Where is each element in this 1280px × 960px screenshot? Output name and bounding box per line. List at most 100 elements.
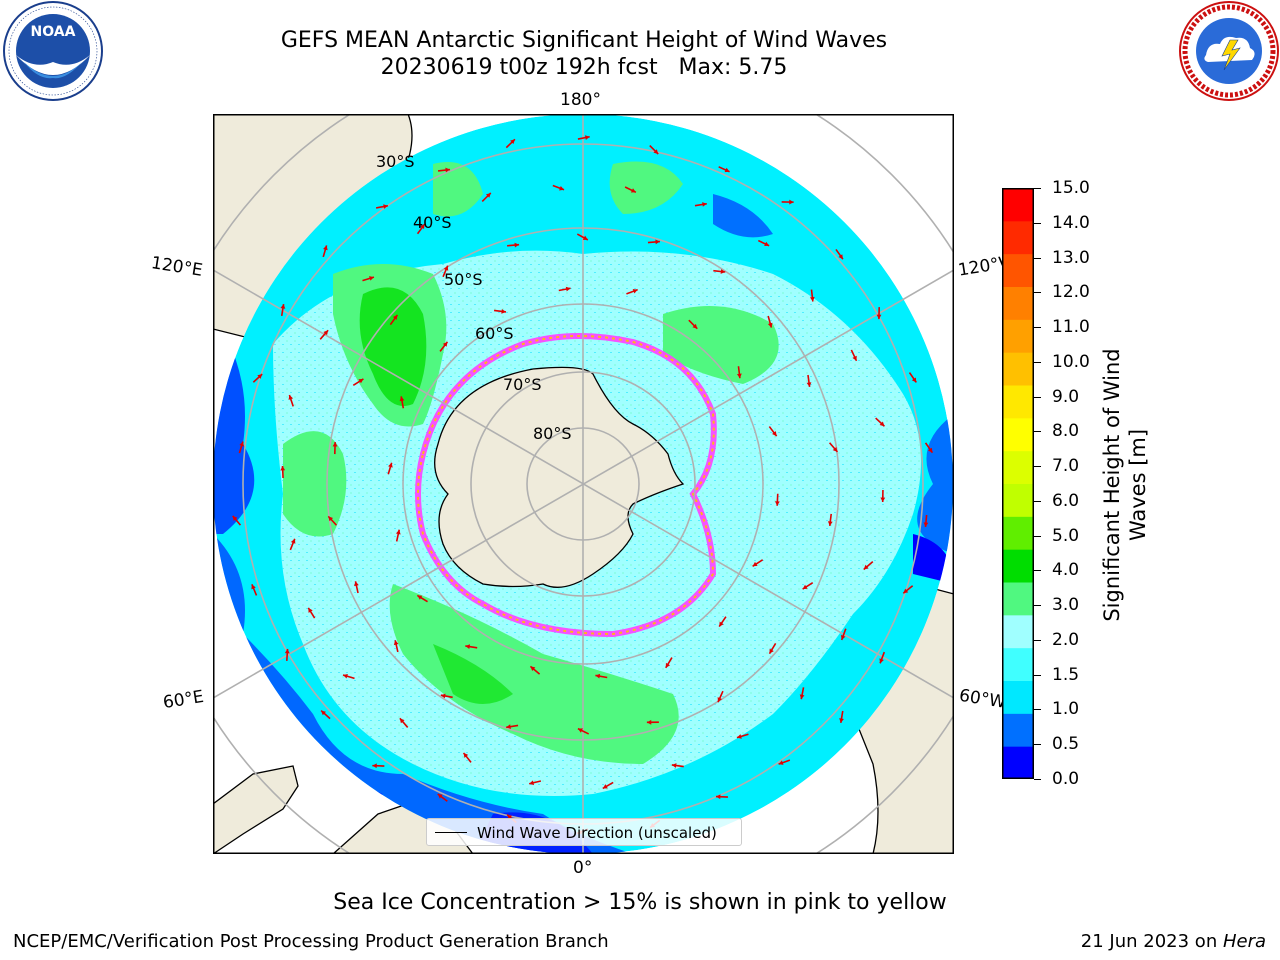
- colorbar-tick-mark: [1034, 396, 1041, 398]
- colorbar-tick-mark: [1034, 639, 1041, 641]
- wave-direction-arrow: [252, 373, 263, 383]
- wave-direction-arrow: [322, 245, 328, 258]
- wave-direction-arrow: [493, 309, 507, 314]
- wave-direction-arrow: [626, 288, 638, 295]
- lon-label-120w: 120°W: [956, 253, 1008, 281]
- wave-direction-arrow: [320, 709, 331, 720]
- wave-direction-arrow: [863, 561, 874, 571]
- wave-direction-arrow: [481, 192, 492, 202]
- wave-direction-arrow: [289, 538, 296, 551]
- wave-direction-arrow: [342, 673, 355, 680]
- wave-direction-arrow: [875, 417, 885, 427]
- wave-direction-arrow: [462, 752, 472, 763]
- wave-direction-arrow: [752, 559, 764, 567]
- wave-direction-arrow: [251, 584, 258, 596]
- wave-direction-arrow: [319, 329, 329, 340]
- wave-direction-arrow: [924, 442, 934, 454]
- wave-direction-arrow: [806, 374, 812, 387]
- wave-direction-arrow: [781, 199, 794, 205]
- wave-direction-arrow: [908, 372, 917, 383]
- wave-direction-arrow: [923, 514, 929, 528]
- footer-machine: Hera: [1222, 931, 1266, 952]
- colorbar-tick-mark: [1034, 327, 1041, 329]
- wave-direction-arrow: [552, 184, 565, 191]
- wave-direction-arrow: [736, 733, 749, 739]
- colorbar-tick-label: 5.0: [1052, 525, 1080, 546]
- wave-direction-arrow: [437, 793, 448, 802]
- wave-direction-arrow: [757, 239, 770, 247]
- wave-direction-arrow: [395, 529, 401, 542]
- colorbar-tick-label: 13.0: [1052, 247, 1090, 268]
- lat-label-60s: 60°S: [475, 324, 514, 343]
- colorbar-tick-label: 1.5: [1052, 664, 1080, 685]
- wave-direction-arrow: [375, 204, 389, 209]
- wave-direction-arrow: [352, 378, 364, 387]
- wave-direction-arrow: [399, 717, 409, 728]
- lat-label-30s: 30°S: [376, 152, 415, 171]
- colorbar-tick-mark: [1034, 431, 1041, 433]
- colorbar-segment: [1002, 286, 1034, 320]
- wave-direction-arrow: [647, 239, 660, 245]
- polar-wave-map: [213, 114, 954, 854]
- wave-direction-arrow: [624, 186, 637, 193]
- colorbar-tick-label: 14.0: [1052, 212, 1090, 233]
- colorbar-tick-mark: [1034, 500, 1041, 502]
- colorbar-segment: [1002, 253, 1034, 287]
- wave-direction-arrow: [232, 515, 242, 526]
- colorbar-segment: [1002, 614, 1034, 649]
- colorbar-segment: [1002, 582, 1034, 616]
- wave-direction-arrow: [327, 515, 338, 526]
- wave-direction-arrow: [646, 719, 659, 725]
- footer-branch: NCEP/EMC/Verification Post Processing Pr…: [13, 931, 609, 952]
- wave-direction-arrow: [442, 265, 449, 278]
- colorbar-tick-label: 1.0: [1052, 699, 1080, 720]
- wave-direction-arrow: [718, 166, 730, 173]
- lat-label-40s: 40°S: [413, 213, 452, 232]
- lon-label-120e: 120°E: [149, 253, 204, 281]
- wave-direction-arrow: [902, 585, 914, 594]
- colorbar-segment: [1002, 746, 1034, 779]
- sea-ice-note: Sea Ice Concentration > 15% is shown in …: [333, 890, 947, 915]
- colorbar-tick-mark: [1034, 222, 1041, 224]
- colorbar-tick-label: 3.0: [1052, 595, 1080, 616]
- wave-direction-arrow: [354, 581, 359, 594]
- colorbar-title: Significant Height of Wind Waves [m]: [1099, 348, 1151, 621]
- colorbar-segment: [1002, 713, 1034, 747]
- colorbar-tick-label: 9.0: [1052, 386, 1080, 407]
- wave-direction-arrow: [839, 710, 844, 724]
- wave-direction-arrow: [238, 441, 244, 454]
- colorbar-segment: [1002, 647, 1034, 681]
- colorbar-tick-mark: [1034, 779, 1041, 780]
- colorbar-tick-mark: [1034, 257, 1041, 259]
- wave-direction-arrow: [332, 442, 338, 455]
- lon-label-0: 0°: [573, 858, 593, 878]
- wave-direction-arrow: [280, 303, 286, 317]
- colorbar-tick-label: 8.0: [1052, 421, 1080, 442]
- wave-direction-arrow: [736, 366, 742, 379]
- lon-label-60e: 60°E: [161, 686, 206, 714]
- wave-direction-arrow: [416, 594, 428, 603]
- wave-direction-arrow: [827, 513, 833, 526]
- colorbar-segment: [1002, 319, 1034, 353]
- colorbar-tick-mark: [1034, 292, 1041, 294]
- colorbar-tick-mark: [1034, 570, 1041, 572]
- wave-direction-arrow: [774, 493, 780, 506]
- wave-direction-arrow: [440, 693, 453, 699]
- wave-direction-arrow: [649, 144, 659, 155]
- wave-direction-arrow: [416, 223, 426, 235]
- footer-date: 21 Jun 2023 on Hera: [1081, 931, 1266, 953]
- wave-direction-arrow: [768, 426, 778, 437]
- wave-direction-arrow: [399, 396, 405, 409]
- wave-direction-arrow: [717, 690, 724, 703]
- chart-title-line-2: 20230619 t00z 192h fcst Max: 5.75: [380, 55, 788, 80]
- wave-direction-arrow: [828, 442, 839, 453]
- wave-direction-arrow: [284, 648, 290, 661]
- wave-direction-arrow: [840, 628, 847, 641]
- colorbar-tick-label: 0.5: [1052, 734, 1080, 755]
- colorbar-tick-mark: [1034, 709, 1041, 711]
- wave-direction-arrow: [602, 781, 614, 790]
- colorbar-segment: [1002, 352, 1034, 386]
- colorbar-tick-mark: [1034, 605, 1041, 607]
- colorbar-segment: [1002, 450, 1034, 484]
- legend-label: Wind Wave Direction (unscaled): [477, 824, 717, 842]
